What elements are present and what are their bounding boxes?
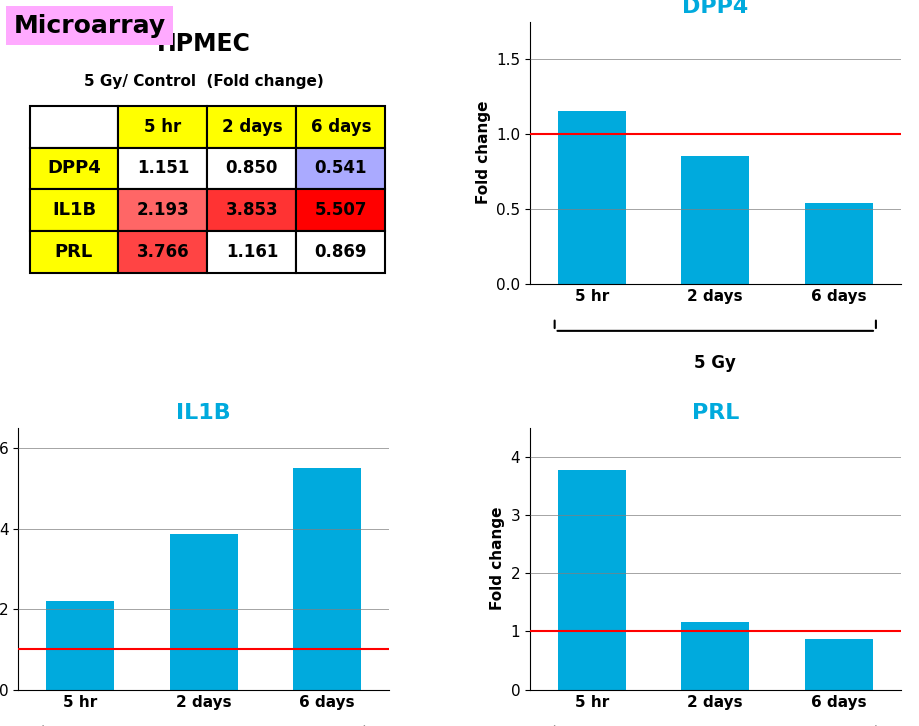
Bar [805,203,873,284]
Bar [29,232,119,273]
Text: 6 days: 6 days [311,118,371,136]
Title: DPP4: DPP4 [682,0,748,17]
Text: 5 Gy: 5 Gy [695,354,736,372]
Bar [170,534,238,690]
Bar [681,622,749,690]
Bar [681,157,749,284]
Bar [119,147,208,189]
Text: 0.541: 0.541 [314,160,367,177]
Text: 0.869: 0.869 [314,243,367,261]
Text: 5 hr: 5 hr [144,118,182,136]
Bar [297,147,385,189]
Bar [297,105,385,147]
Bar [297,232,385,273]
Text: 1.151: 1.151 [137,160,189,177]
Bar [119,189,208,232]
Bar [208,147,297,189]
Bar [558,111,626,284]
Bar [119,105,208,147]
Title: PRL: PRL [692,404,739,423]
Y-axis label: Fold change: Fold change [490,507,505,611]
Bar [119,232,208,273]
Bar [208,189,297,232]
Bar [208,232,297,273]
Text: 1.161: 1.161 [226,243,278,261]
Bar [297,189,385,232]
Bar [558,470,626,690]
Text: 3.853: 3.853 [225,201,278,219]
Text: Microarray: Microarray [14,14,166,38]
Text: 5.507: 5.507 [314,201,367,219]
Bar [29,147,119,189]
Title: IL1B: IL1B [176,404,231,423]
Bar [208,105,297,147]
Bar [46,601,114,690]
Text: 2 days: 2 days [221,118,282,136]
Bar [29,189,119,232]
Text: 0.850: 0.850 [226,160,278,177]
Bar [29,105,119,147]
Text: PRL: PRL [55,243,93,261]
Text: 2.193: 2.193 [137,201,189,219]
Text: HPMEC: HPMEC [157,32,251,56]
Bar [805,639,873,690]
Text: DPP4: DPP4 [47,160,101,177]
Text: 3.766: 3.766 [137,243,189,261]
Y-axis label: Fold change: Fold change [475,101,491,205]
Text: 5 Gy/ Control  (Fold change): 5 Gy/ Control (Fold change) [84,74,323,89]
Text: IL1B: IL1B [51,201,96,219]
Bar [293,468,361,690]
